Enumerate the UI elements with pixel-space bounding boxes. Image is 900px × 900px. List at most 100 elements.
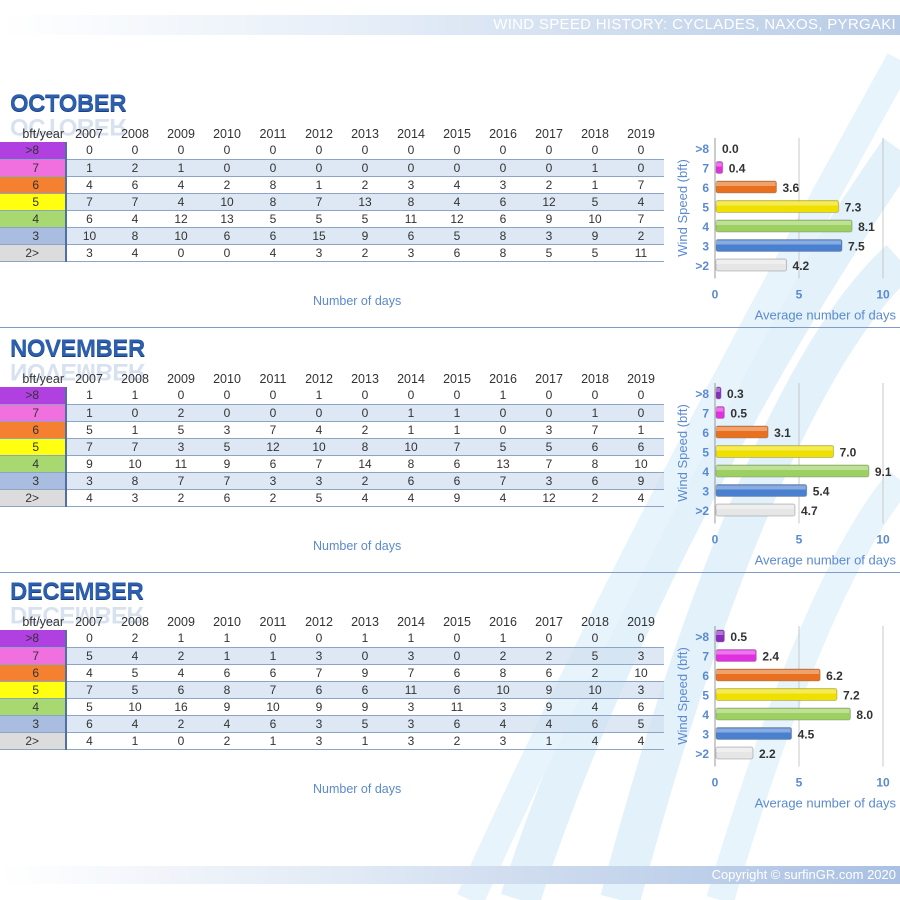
cell-days: 0 bbox=[296, 630, 342, 648]
cell-days: 0 bbox=[526, 159, 572, 177]
bar-value-label: 4.7 bbox=[801, 504, 818, 518]
cell-days: 9 bbox=[204, 698, 250, 716]
cell-days: 2 bbox=[158, 404, 204, 422]
col-header-year: 2014 bbox=[397, 126, 425, 141]
row-label-bft: 5 bbox=[0, 193, 67, 211]
cell-days: 5 bbox=[296, 489, 342, 507]
col-header-year: 2007 bbox=[75, 126, 103, 141]
y-tick-label: >2 bbox=[695, 504, 709, 518]
x-tick-label: 5 bbox=[796, 533, 803, 547]
table-row: 2> 4 1 0 2 1 3 1 3 2 3 1 4 4 bbox=[0, 732, 664, 750]
col-header-year: 2013 bbox=[351, 126, 379, 141]
y-tick-label: >2 bbox=[695, 747, 709, 761]
cell-days: 9 bbox=[572, 227, 618, 245]
cell-days: 0 bbox=[204, 159, 250, 177]
number-of-days-label: Number of days bbox=[313, 782, 402, 796]
wind-days-table: bft/year 2007 2008 2009 2010 2011 2012 2013 2014… bbox=[0, 613, 664, 750]
cell-days: 0 bbox=[112, 142, 158, 160]
cell-days: 1 bbox=[112, 732, 158, 750]
bar bbox=[715, 161, 724, 174]
page-title: WIND SPEED HISTORY: CYCLADES, NAXOS, PYR… bbox=[493, 16, 896, 33]
bar-highlight bbox=[716, 221, 852, 225]
cell-days: 3 bbox=[388, 715, 434, 733]
col-header-year: 2016 bbox=[489, 371, 517, 386]
x-tick-label: 5 bbox=[796, 288, 803, 302]
bar-value-label: 8.1 bbox=[858, 220, 875, 234]
cell-days: 6 bbox=[250, 227, 296, 245]
bar bbox=[715, 200, 840, 213]
cell-days: 3 bbox=[66, 472, 112, 490]
cell-days: 6 bbox=[618, 698, 664, 716]
average-days-bar-chart: >8 0.0 7 0.4 6 3.6 5 7.3 4 8.1 3 7.5 >2 4.2 0 5 10 Averag… bbox=[675, 138, 897, 323]
cell-days: 8 bbox=[112, 227, 158, 245]
col-header-year: 2010 bbox=[213, 614, 241, 629]
cell-days: 12 bbox=[434, 210, 480, 228]
cell-days: 1 bbox=[296, 176, 342, 194]
cell-days: 4 bbox=[480, 489, 526, 507]
col-header-year: 2012 bbox=[305, 371, 333, 386]
cell-days: 12 bbox=[526, 489, 572, 507]
cell-days: 0 bbox=[480, 142, 526, 160]
col-header-year: 2015 bbox=[443, 614, 471, 629]
x-axis-title: Average number of days bbox=[755, 308, 897, 323]
col-header-bft-year: bft/year bbox=[22, 371, 64, 386]
bar-highlight bbox=[716, 388, 721, 392]
bar-highlight bbox=[716, 748, 752, 752]
col-header-year: 2012 bbox=[305, 614, 333, 629]
cell-days: 4 bbox=[618, 732, 664, 750]
cell-days: 0 bbox=[526, 630, 572, 648]
cell-days: 7 bbox=[296, 193, 342, 211]
cell-days: 10 bbox=[112, 455, 158, 473]
cell-days: 5 bbox=[112, 681, 158, 699]
cell-days: 1 bbox=[250, 732, 296, 750]
bar-highlight bbox=[716, 650, 756, 655]
table-row: 4 5 10 16 9 10 9 9 3 11 3 9 4 6 bbox=[0, 698, 664, 716]
col-header-year: 2007 bbox=[75, 371, 103, 386]
row-label-bft: >8 bbox=[0, 387, 67, 405]
bar bbox=[715, 484, 808, 497]
cell-days: 1 bbox=[66, 159, 112, 177]
cell-days: 3 bbox=[388, 176, 434, 194]
cell-days: 0 bbox=[434, 647, 480, 665]
cell-days: 5 bbox=[342, 715, 388, 733]
bar bbox=[715, 688, 838, 701]
y-tick-label: >8 bbox=[695, 142, 709, 156]
row-label-bft: 6 bbox=[0, 421, 67, 439]
bar-highlight bbox=[716, 709, 850, 713]
cell-days: 4 bbox=[112, 244, 158, 262]
row-label-bft: 5 bbox=[0, 681, 67, 699]
cell-days: 0 bbox=[342, 387, 388, 405]
cell-days: 1 bbox=[572, 404, 618, 422]
cell-days: 2 bbox=[572, 489, 618, 507]
col-header-bft-year: bft/year bbox=[22, 614, 64, 629]
header-bar bbox=[0, 15, 900, 35]
cell-days: 16 bbox=[158, 698, 204, 716]
col-header-bft-year: bft/year bbox=[22, 126, 64, 141]
cell-days: 6 bbox=[388, 227, 434, 245]
col-header-year: 2012 bbox=[305, 126, 333, 141]
bar-highlight bbox=[716, 182, 776, 186]
col-header-year: 2010 bbox=[213, 371, 241, 386]
month-title: NOVEMBER bbox=[10, 335, 145, 362]
cell-days: 2 bbox=[158, 647, 204, 665]
cell-days: 0 bbox=[296, 159, 342, 177]
cell-days: 1 bbox=[388, 421, 434, 439]
row-label-bft: 2> bbox=[0, 489, 67, 507]
col-header-year: 2011 bbox=[259, 126, 287, 141]
cell-days: 4 bbox=[388, 489, 434, 507]
cell-days: 13 bbox=[204, 210, 250, 228]
cell-days: 0 bbox=[158, 732, 204, 750]
bar-value-label: 7.2 bbox=[843, 689, 860, 703]
cell-days: 2 bbox=[526, 176, 572, 194]
cell-days: 4 bbox=[342, 489, 388, 507]
cell-days: 4 bbox=[66, 732, 112, 750]
cell-days: 4 bbox=[572, 698, 618, 716]
cell-days: 8 bbox=[480, 664, 526, 682]
bar-value-label: 7.3 bbox=[845, 201, 862, 215]
bar-highlight bbox=[716, 240, 841, 245]
table-row: >8 0 0 0 0 0 0 0 0 0 0 0 0 0 bbox=[0, 142, 664, 160]
col-header-year: 2007 bbox=[75, 614, 103, 629]
cell-days: 1 bbox=[158, 630, 204, 648]
col-header-year: 2014 bbox=[397, 371, 425, 386]
